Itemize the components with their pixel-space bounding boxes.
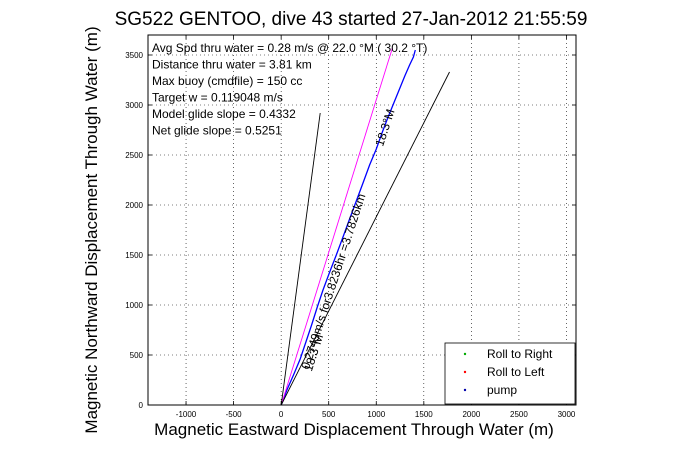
legend-box (444, 342, 576, 405)
legend-label: Roll to Left (487, 365, 545, 379)
x-axis-label: Magnetic Eastward Displacement Through W… (154, 420, 554, 439)
x-tick-label: 1500 (415, 410, 433, 419)
y-tick-label: 500 (130, 351, 144, 360)
info-line: Distance thru water = 3.81 km (152, 58, 312, 72)
chart-title: SG522 GENTOO, dive 43 started 27-Jan-201… (115, 9, 588, 30)
legend-label: pump (487, 383, 517, 397)
info-line: Net glide slope = 0.5251 (152, 124, 282, 138)
y-tick-label: 3000 (125, 101, 143, 110)
legend: Roll to Right Roll to Left pump (444, 342, 576, 405)
y-tick-label: 2000 (125, 201, 143, 210)
y-tick-label: 2500 (125, 151, 143, 160)
plot-frame (147, 34, 577, 406)
info-line: Avg Spd thru water = 0.28 m/s @ 22.0 °M … (152, 41, 427, 55)
y-tick-label: 1000 (125, 301, 143, 310)
ticks: -1000 -500 0 500 1000 1500 2000 2500 3000 0 500 100… (125, 35, 576, 419)
y-tick-label: 0 (139, 401, 144, 410)
x-tick-label: 3000 (558, 410, 576, 419)
legend-marker (463, 352, 467, 356)
series-line (280, 47, 393, 406)
y-tick-label: 1500 (125, 251, 143, 260)
y-axis-label: Magnetic Northward Displacement Through … (82, 26, 101, 433)
x-tick-label: 2500 (510, 410, 528, 419)
legend-marker (463, 370, 467, 374)
x-tick-label: 1000 (367, 410, 385, 419)
series-layer (280, 47, 450, 406)
info-line: Target w = 0.119048 m/s (152, 91, 283, 105)
x-tick-label: -500 (226, 410, 243, 419)
x-tick-label: -1000 (176, 410, 197, 419)
series-line (280, 112, 321, 406)
info-line: Model glide slope = 0.4332 (152, 107, 296, 121)
x-tick-label: 0 (279, 410, 284, 419)
info-block: Avg Spd thru water = 0.28 m/s @ 22.0 °M … (152, 41, 427, 138)
legend-marker (463, 388, 467, 392)
series-line (280, 49, 416, 406)
legend-label: Roll to Right (487, 347, 553, 361)
info-line: Max buoy (cmdfile) = 150 cc (152, 74, 302, 88)
series-line (280, 71, 450, 406)
y-tick-label: 3500 (125, 51, 143, 60)
x-tick-label: 2000 (462, 410, 480, 419)
x-tick-label: 500 (322, 410, 336, 419)
